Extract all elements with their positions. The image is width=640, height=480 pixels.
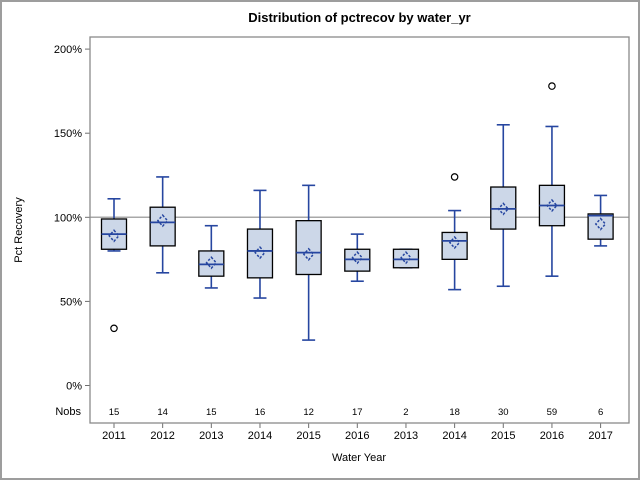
plot-frame	[89, 36, 630, 424]
mean-diamond-marker	[351, 251, 364, 265]
mean-diamond-marker	[254, 245, 266, 260]
x-category-label: 2015	[491, 430, 515, 442]
mean-diamond-marker	[497, 202, 510, 216]
x-category-label: 2014	[442, 430, 466, 442]
x-category-label: 2016	[345, 430, 369, 442]
nobs-value: 14	[157, 407, 168, 418]
y-axis-label: Pct Recovery	[13, 197, 25, 263]
y-tick-label: 0%	[66, 381, 82, 393]
mean-diamond-marker	[594, 217, 607, 231]
nobs-value: 15	[206, 407, 217, 418]
y-tick-label: 100%	[54, 212, 82, 224]
nobs-value: 16	[255, 407, 266, 418]
x-axis-label: Water Year	[332, 452, 386, 464]
x-category-label: 2013	[394, 430, 418, 442]
nobs-value: 12	[303, 407, 314, 418]
x-category-label: 2016	[540, 430, 564, 442]
mean-diamond-marker	[448, 235, 461, 250]
y-tick-label: 50%	[60, 296, 82, 308]
x-category-label: 2012	[150, 430, 174, 442]
x-category-label: 2014	[248, 430, 272, 442]
mean-diamond-marker	[546, 198, 558, 213]
nobs-value: 30	[498, 407, 509, 418]
nobs-value: 6	[598, 407, 603, 418]
x-category-label: 2011	[102, 430, 126, 442]
outlier-point	[110, 324, 118, 333]
mean-diamond-marker	[400, 251, 412, 265]
nobs-row-label: Nobs	[55, 406, 81, 418]
mean-diamond-marker	[302, 247, 315, 261]
nobs-value: 18	[449, 407, 460, 418]
box-iqr	[246, 228, 274, 279]
plot-wall	[90, 37, 629, 423]
mean-diamond-marker	[205, 256, 218, 270]
y-tick-label: 150%	[54, 128, 82, 140]
x-category-label: 2017	[588, 430, 612, 442]
outlier-point	[450, 173, 459, 181]
y-tick-label: 200%	[54, 44, 82, 56]
nobs-value: 59	[547, 407, 558, 418]
chart-title: Distribution of pctrecov by water_yr	[248, 10, 471, 25]
nobs-value: 17	[352, 407, 363, 418]
x-category-label: 2015	[296, 430, 320, 442]
nobs-value: 2	[403, 407, 408, 418]
plot-layer: 0% 50% 100% 150% 200% 15 2011 14 2012 15 2013 16 201…	[54, 36, 630, 442]
mean-diamond-marker	[156, 214, 169, 228]
mean-diamond-marker	[108, 229, 120, 243]
outlier-point	[548, 82, 556, 90]
nobs-value: 15	[109, 407, 120, 418]
box-iqr	[295, 220, 322, 276]
x-category-label: 2013	[199, 430, 223, 442]
